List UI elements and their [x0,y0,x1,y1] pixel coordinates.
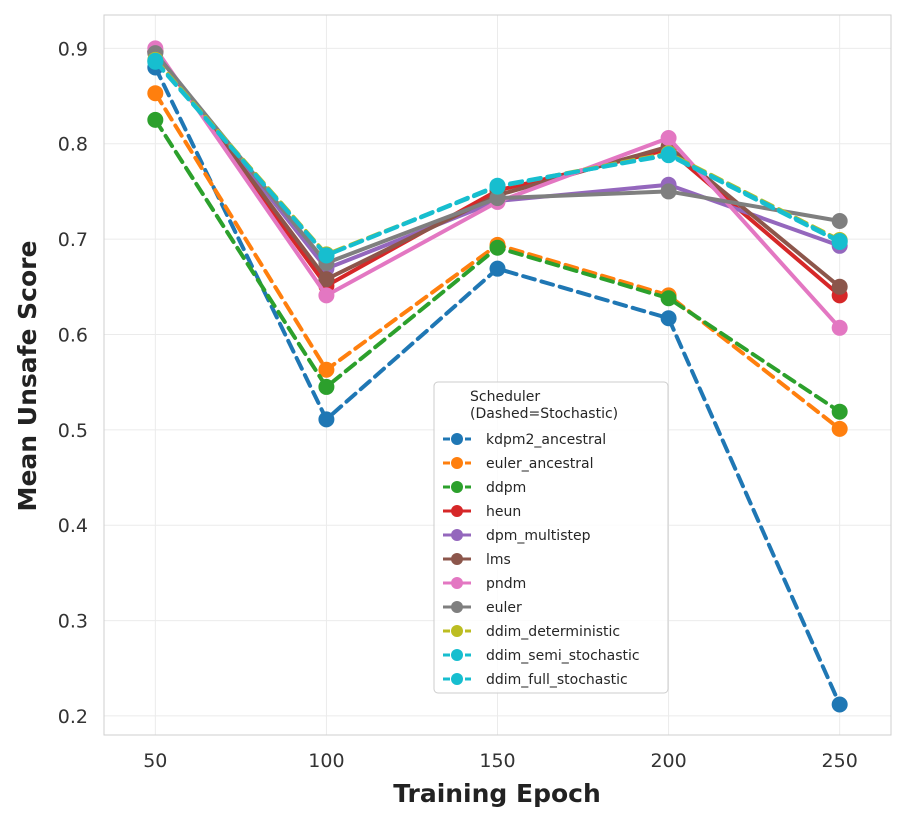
x-axis-title: Training Epoch [393,779,601,808]
data-point-pndm [318,287,335,304]
data-point-pndm [660,130,677,147]
x-tick-label: 50 [143,750,167,772]
legend-title: Scheduler [470,389,540,405]
legend-swatch-marker [451,481,463,493]
legend-label: kdpm2_ancestral [486,432,606,448]
data-point-kdpm2_ancestral [660,310,677,327]
axes-frame [103,14,892,736]
legend-label: euler_ancestral [486,456,594,472]
legend-label: ddim_deterministic [486,624,620,640]
series-ddpm [147,111,848,420]
y-tick-label: 0.2 [58,706,88,728]
x-tick-label: 150 [479,750,515,772]
legend-item-heun: heun [443,504,521,520]
legend-swatch-marker [451,505,463,517]
legend-label: ddpm [486,480,526,496]
data-point-kdpm2_ancestral [831,696,848,713]
x-tick-label: 250 [822,750,858,772]
data-point-ddim_full_stochastic [489,177,506,194]
legend-swatch-marker [451,553,463,565]
y-tick-label: 0.8 [58,134,88,156]
legend-swatch-marker [451,601,463,613]
data-point-ddpm [489,239,506,256]
data-point-pndm [831,319,848,336]
data-point-kdpm2_ancestral [489,260,506,277]
data-point-ddpm [318,378,335,395]
legend-swatch-marker [451,649,463,661]
data-point-kdpm2_ancestral [318,411,335,428]
legend-swatch-marker [451,457,463,469]
y-axis-title: Mean Unsafe Score [13,241,42,512]
legend-label: ddim_full_stochastic [486,672,628,688]
legend-swatch-marker [451,673,463,685]
data-point-euler_ancestral [831,420,848,437]
series-ddim_full_stochastic [147,53,848,264]
data-point-ddpm [147,111,164,128]
data-point-ddpm [660,290,677,307]
data-point-euler [831,212,848,229]
legend-label: lms [486,552,511,568]
legend-box [433,381,669,694]
legend-swatch-marker [451,625,463,637]
data-point-ddim_full_stochastic [831,233,848,250]
legend-item-ddim_semi_stochastic: ddim_semi_stochastic [443,648,640,664]
legend-label: pndm [486,576,526,592]
legend-item-kdpm2_ancestral: kdpm2_ancestral [443,432,606,448]
data-point-ddpm [831,403,848,420]
legend-subtitle: (Dashed=Stochastic) [470,406,618,422]
legend-label: ddim_semi_stochastic [486,648,640,664]
legend-label: heun [486,504,521,520]
legend-item-pndm: pndm [443,576,526,592]
data-point-ddim_full_stochastic [318,247,335,264]
legend-item-ddim_deterministic: ddim_deterministic [443,624,620,640]
legend-item-dpm_multistep: dpm_multistep [443,528,591,544]
legend-label: dpm_multistep [486,528,591,544]
y-tick-label: 0.3 [58,611,88,633]
y-tick-label: 0.6 [58,324,88,346]
legend-item-lms: lms [443,552,511,568]
legend-item-euler: euler [443,600,522,616]
data-point-euler [660,183,677,200]
legend-swatch-marker [451,433,463,445]
data-point-euler_ancestral [147,85,164,102]
data-point-euler [489,190,506,207]
y-tick-label: 0.4 [58,515,88,537]
series-kdpm2_ancestral [147,59,848,713]
data-point-ddim_full_stochastic [147,53,164,70]
data-point-ddim_full_stochastic [660,147,677,164]
legend: Scheduler (Dashed=Stochastic) kdpm2_ance… [433,381,669,694]
y-tick-label: 0.5 [58,420,88,442]
x-tick-label: 100 [308,750,344,772]
data-point-euler_ancestral [318,361,335,378]
series-group [147,40,848,713]
legend-label: euler [486,600,522,616]
legend-item-ddim_full_stochastic: ddim_full_stochastic [443,672,628,688]
tick-labels: 50 100 150 200 250 0.2 0.3 0.4 0.5 0.6 0.7 0.8 0.9 [58,38,858,772]
legend-swatch-marker [451,577,463,589]
legend-item-euler_ancestral: euler_ancestral [443,456,594,472]
plot-frame [103,14,892,736]
y-tick-label: 0.7 [58,229,88,251]
data-point-lms [318,271,335,288]
y-tick-label: 0.9 [58,38,88,60]
x-tick-label: 200 [650,750,686,772]
legend-swatch-marker [451,529,463,541]
legend-item-ddpm: ddpm [443,480,526,496]
data-point-lms [831,278,848,295]
